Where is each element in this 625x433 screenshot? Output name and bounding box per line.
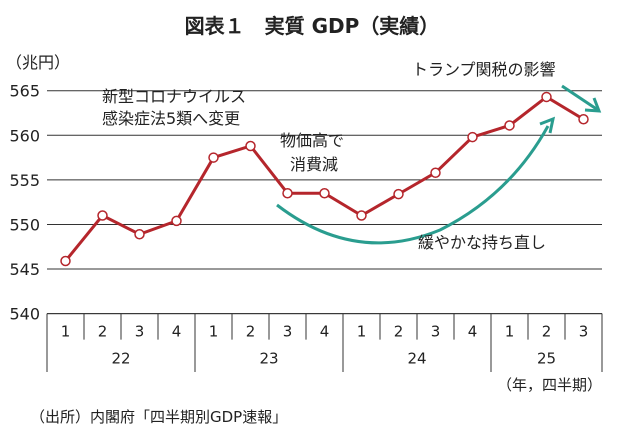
- trump-arrow: [561, 84, 599, 112]
- annotation-covid-2: 感染症法5類へ変更: [102, 109, 240, 128]
- x-tick-label: 3: [135, 323, 145, 341]
- data-point: [578, 113, 589, 125]
- data-point: [319, 187, 330, 199]
- x-tick-label: 3: [431, 323, 441, 341]
- x-tick-label: 3: [579, 323, 589, 341]
- y-tick-label: 560: [9, 126, 40, 145]
- x-tick-label: 3: [283, 323, 293, 341]
- x-axis-label: （年，四半期）: [497, 376, 602, 394]
- x-tick-label: 2: [98, 323, 108, 341]
- x-tick-label: 1: [357, 323, 367, 341]
- data-point: [504, 120, 515, 131]
- annotation-covid-1: 新型コロナウイルス: [102, 87, 246, 106]
- annotation-prices-2: 消費減: [290, 155, 338, 174]
- recovery-arrowhead: [539, 116, 556, 134]
- x-tick-label: 2: [246, 323, 256, 341]
- y-tick-label: 545: [9, 260, 40, 279]
- year-label: 24: [407, 350, 426, 368]
- y-tick-label: 555: [9, 171, 40, 190]
- x-tick-label: 4: [172, 323, 182, 341]
- data-point: [171, 215, 182, 227]
- annotation-trump: トランプ関税の影響: [412, 60, 556, 79]
- x-tick-label: 2: [394, 323, 404, 341]
- x-tick-label: 4: [320, 323, 330, 341]
- year-label: 23: [259, 350, 278, 368]
- year-label: 25: [537, 350, 556, 368]
- data-point: [356, 210, 367, 221]
- data-point: [467, 131, 478, 143]
- data-point: [245, 140, 256, 152]
- x-tick-label: 2: [542, 323, 552, 341]
- x-tick-label: 1: [209, 323, 219, 341]
- x-tick-label: 4: [468, 323, 478, 341]
- y-tick-label: 550: [9, 215, 40, 234]
- annotation-recovery: 緩やかな持ち直し: [418, 233, 546, 252]
- data-point: [97, 210, 108, 221]
- y-tick-label: 540: [9, 305, 40, 324]
- data-point: [430, 167, 441, 178]
- trump-arrowhead: [584, 97, 602, 113]
- data-point: [541, 91, 552, 103]
- recovery-arrow: [276, 125, 550, 245]
- chart-title: 図表１ 実質 GDP（実績）: [185, 14, 440, 38]
- source-note: （出所）内閣府「四半期別GDP速報」: [30, 408, 287, 426]
- x-tick-label: 1: [505, 323, 515, 341]
- data-point: [282, 187, 293, 199]
- y-axis-label: （兆円）: [6, 53, 70, 72]
- data-point: [134, 228, 145, 240]
- data-point: [60, 255, 71, 267]
- data-point: [208, 152, 219, 163]
- annotation-prices-1: 物価高で: [280, 131, 344, 150]
- y-tick-label: 565: [9, 82, 40, 101]
- x-tick-label: 1: [61, 323, 71, 341]
- data-point: [393, 188, 404, 200]
- year-label: 22: [111, 350, 130, 368]
